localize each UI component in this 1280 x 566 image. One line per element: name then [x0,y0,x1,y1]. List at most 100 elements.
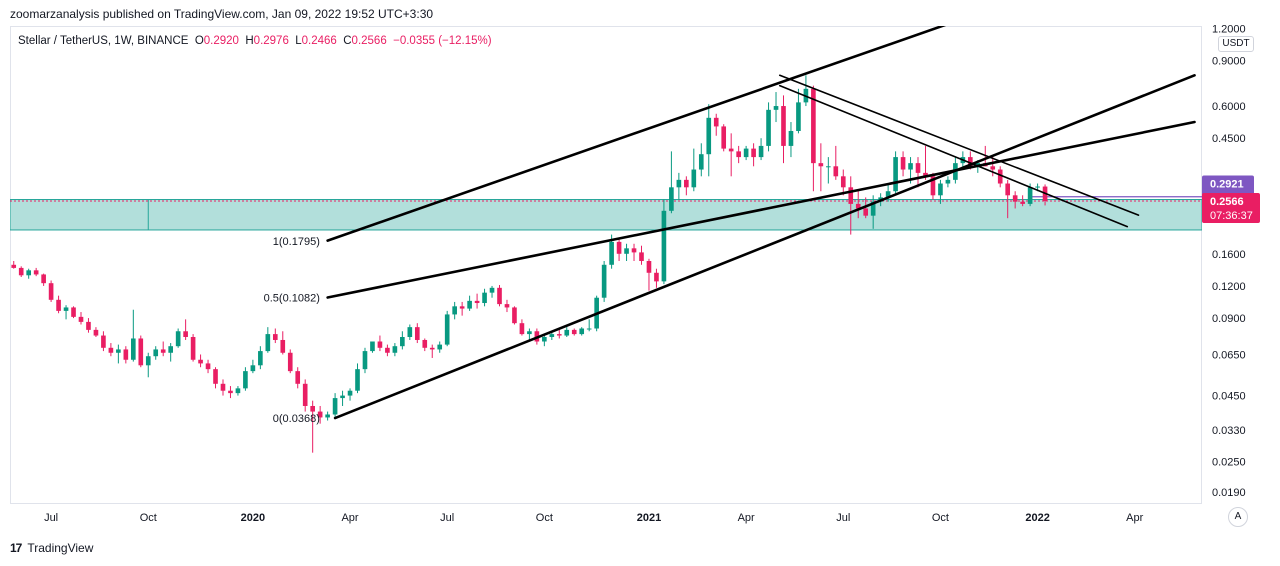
fib-label: 1(0.1795) [273,236,320,248]
candle-body [1020,201,1025,204]
candle [26,268,32,279]
candle-body [796,102,801,131]
candle-body [18,267,24,276]
symbol-name[interactable]: Stellar / TetherUS, 1W, BINANCE [18,35,189,47]
candle [414,323,420,344]
candle [116,344,121,364]
candle-body [930,176,936,196]
candle-body [138,338,144,366]
x-tick-label: Apr [1126,512,1143,524]
auto-scale-button[interactable]: A [1228,507,1248,527]
candle [18,266,24,277]
candle-body [250,365,256,372]
publisher-line: zoomarzanalysis published on TradingView… [10,7,434,21]
candle [713,113,719,136]
price-tag-label: 0.2566 [1210,196,1244,208]
candle [392,343,398,357]
candle-body [302,383,308,406]
candle [684,176,689,196]
x-tick-label: Jul [440,512,454,524]
currency-button[interactable]: USDT [1218,36,1254,52]
candle [228,386,233,399]
candle [579,327,585,336]
candle [930,172,936,200]
x-tick-label: Jul [44,512,58,524]
candle-body [26,270,32,276]
footer-brand[interactable]: TradingView [27,541,94,555]
open-label: O [194,35,204,47]
candle-body [624,248,629,254]
candle [310,400,315,453]
candle [452,301,457,320]
support-zone [10,199,1202,231]
price-tag-box [1202,175,1254,192]
candle-body [616,241,622,254]
candle-body [885,191,891,198]
x-tick-label: Oct [932,512,949,524]
candle-body [340,395,345,399]
candle-body [848,187,854,204]
x-tick-label: Oct [536,512,553,524]
tradingview-logo-icon[interactable]: 17 [10,541,22,555]
candle-body [377,341,383,348]
candle-body [123,349,129,360]
chart-pane[interactable] [10,26,1202,504]
candle-body [400,336,405,347]
x-tick-label: 2020 [241,512,265,524]
candle-body [766,109,771,146]
candle [48,280,54,302]
candle [855,191,861,219]
candle-body [175,331,181,347]
low-value: 0.2466 [301,35,337,47]
y-tick-label: 0.1600 [1212,249,1246,261]
symbol-legend: Stellar / TetherUS, 1W, BINANCE O0.2920 … [18,35,492,47]
middle-channel-line [326,120,1196,299]
close-label: C [343,35,352,47]
candle [41,273,46,286]
candle [235,386,241,396]
fib-label: 0(0.0368) [273,413,320,425]
candle [654,268,659,288]
candle [377,335,383,352]
candle-body [48,283,54,300]
candle-body [78,316,84,322]
candle [1020,195,1025,207]
high-label: H [245,35,254,47]
candle [355,363,360,394]
candle [990,157,996,177]
candle-body [370,341,375,352]
candle [639,245,644,265]
candle-body [781,106,786,146]
candle [556,328,562,339]
candle-body [698,154,704,170]
candle [489,285,495,298]
candle-body [915,163,921,173]
candle-body [669,187,674,211]
candle [160,341,166,357]
candle [385,344,390,357]
candle [1012,191,1018,209]
candle-body [145,356,151,366]
candle-body [228,390,233,394]
candle-body [325,414,330,418]
candle [93,327,99,337]
candle-body [332,398,338,415]
candle-body [556,334,562,336]
x-tick-label: 2022 [1025,512,1049,524]
candle [101,331,106,352]
candle-body [437,344,443,350]
candle-body [676,179,682,188]
candle [175,328,181,348]
candle [893,151,898,194]
candle-body [609,241,614,265]
candle-body [870,201,876,216]
candle-body [1012,195,1018,202]
change-value: −0.0355 (−12.15%) [393,35,492,47]
candle-body [833,166,839,177]
candle [796,88,801,134]
candle-body [527,331,532,335]
candle-body [661,210,667,282]
candle-body [130,338,136,360]
candle-body [1027,187,1033,204]
